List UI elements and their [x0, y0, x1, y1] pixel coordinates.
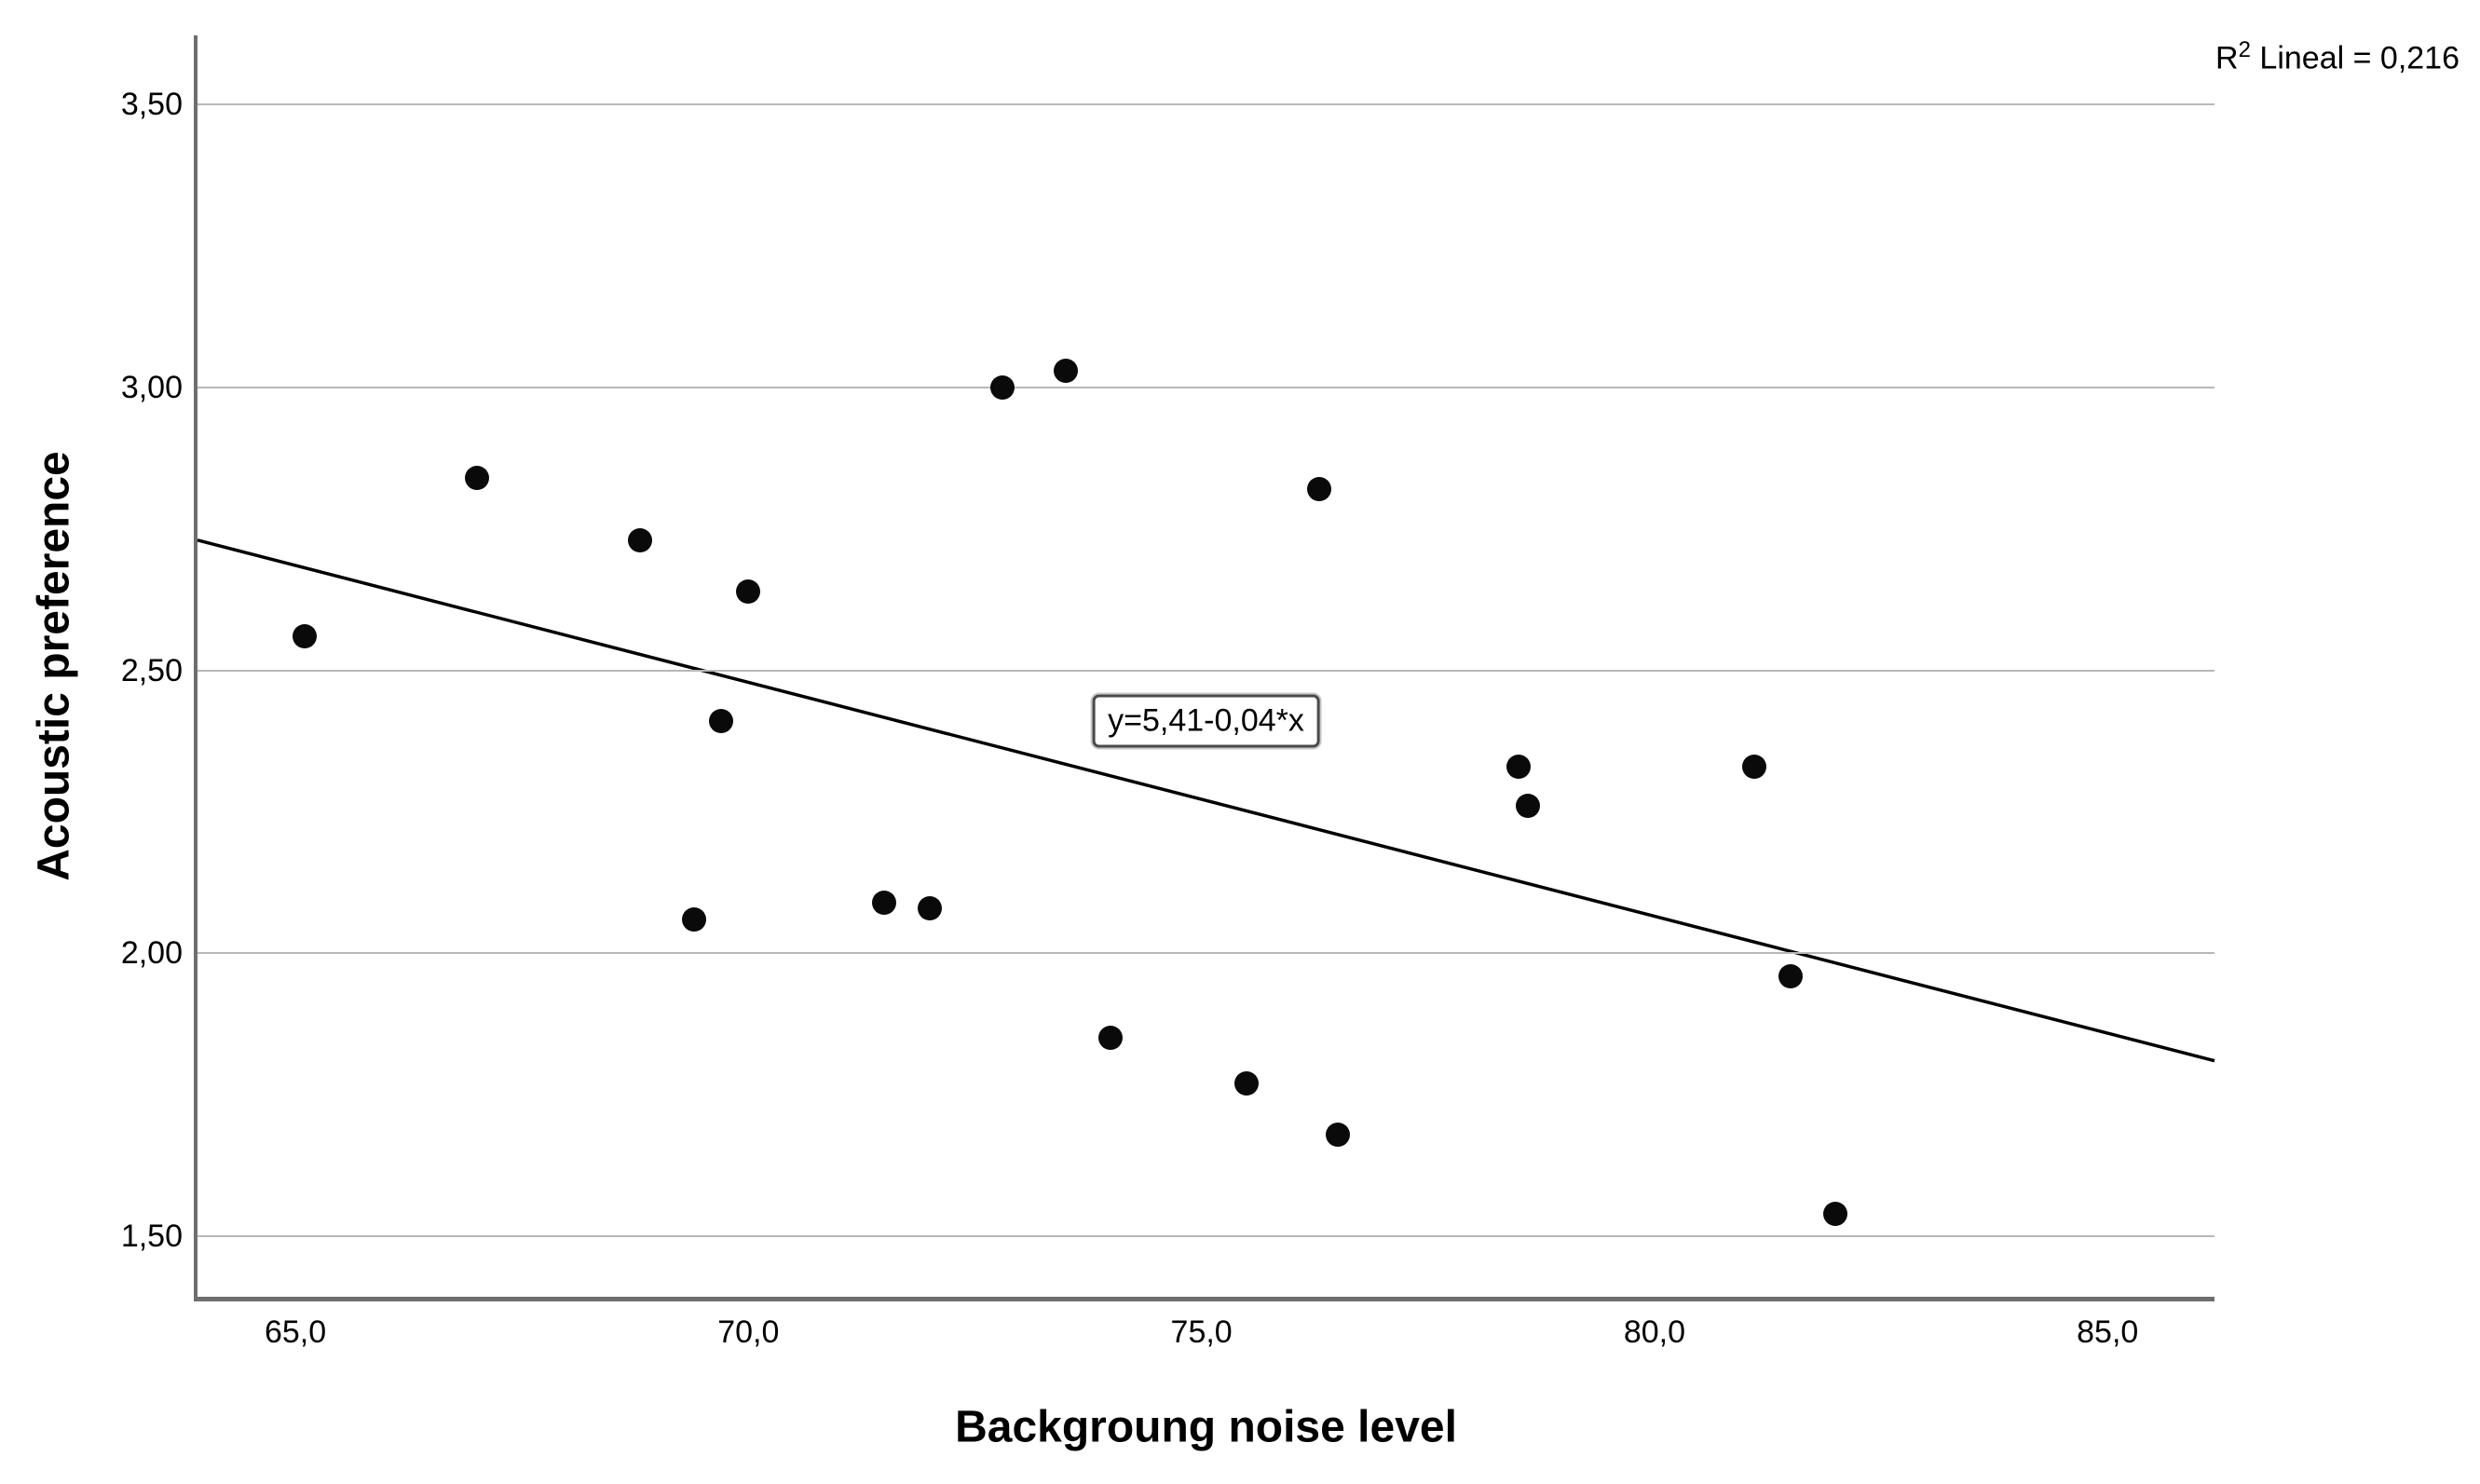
x-tick-label: 80,0: [1623, 1314, 1686, 1350]
data-point: [1098, 1026, 1124, 1051]
x-tick-label: 85,0: [2077, 1314, 2139, 1350]
x-axis-title: Backgroung noise level: [955, 1402, 1457, 1452]
data-point: [736, 579, 761, 604]
y-tick-label: 2,00: [120, 935, 183, 972]
data-point: [292, 624, 317, 649]
y-tick-label: 1,50: [120, 1219, 183, 1254]
data-point: [1234, 1070, 1260, 1096]
data-point: [1823, 1201, 1848, 1226]
y-tick-label: 2,50: [120, 652, 183, 688]
x-tick-label: 65,0: [264, 1314, 327, 1350]
data-point: [1307, 477, 1332, 502]
data-point: [989, 374, 1015, 400]
data-point: [627, 527, 652, 552]
data-point: [917, 895, 942, 920]
r-squared-annotation: R2 Lineal = 0,216: [2215, 37, 2460, 76]
gridline: [198, 1235, 2214, 1237]
x-tick-label: 75,0: [1170, 1314, 1233, 1350]
data-point: [872, 890, 897, 915]
data-point: [1778, 963, 1803, 988]
data-point: [1506, 754, 1532, 779]
data-point: [464, 466, 489, 491]
data-point: [709, 709, 734, 734]
gridline: [198, 103, 2214, 106]
y-axis-line: [194, 35, 198, 1301]
gridline: [198, 669, 2214, 672]
r-squared-prefix: R: [2215, 40, 2239, 76]
data-point: [681, 906, 706, 932]
gridline: [198, 386, 2214, 388]
regression-equation-label: y=5,41-0,04*x: [1092, 694, 1320, 748]
data-point: [1053, 358, 1078, 383]
trendline: [197, 538, 2215, 1063]
r-squared-exponent: 2: [2238, 37, 2251, 62]
data-point: [1515, 794, 1540, 819]
data-point: [1741, 754, 1766, 779]
r-squared-value: Lineal = 0,216: [2250, 40, 2460, 76]
regression-equation-text: y=5,41-0,04*x: [1108, 702, 1304, 739]
y-tick-label: 3,00: [120, 369, 183, 405]
x-tick-label: 70,0: [717, 1314, 780, 1350]
data-point: [1325, 1122, 1350, 1147]
gridline: [198, 952, 2214, 955]
x-axis-line: [194, 1297, 2214, 1301]
y-tick-label: 3,50: [120, 87, 183, 123]
